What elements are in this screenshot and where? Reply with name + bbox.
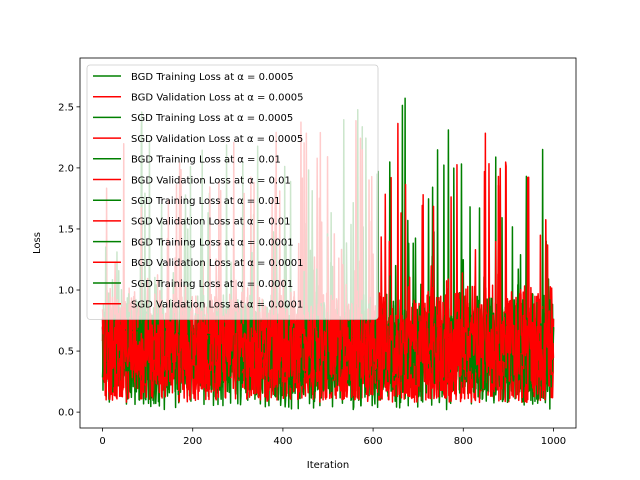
x-axis: 0 200 400 600 800 1000 xyxy=(99,428,566,447)
y-axis: 0.0 0.5 1.0 1.5 2.0 2.5 xyxy=(58,102,80,419)
legend-label: BGD Training Loss at α = 0.0005 xyxy=(131,72,294,83)
x-tick-label: 400 xyxy=(273,436,292,447)
y-tick-label: 0.5 xyxy=(58,347,74,358)
legend-label: BGD Validation Loss at α = 0.0001 xyxy=(131,258,304,269)
legend-label: BGD Validation Loss at α = 0.01 xyxy=(131,175,291,186)
x-tick-label: 600 xyxy=(364,436,383,447)
x-tick-label: 800 xyxy=(454,436,473,447)
y-tick-label: 2.5 xyxy=(58,102,74,113)
x-tick-label: 0 xyxy=(99,436,105,447)
y-tick-label: 2.0 xyxy=(58,163,74,174)
y-axis-label: Loss xyxy=(32,232,43,254)
legend-label: SGD Training Loss at α = 0.0005 xyxy=(131,113,293,124)
legend-label: SGD Training Loss at α = 0.0001 xyxy=(131,279,293,290)
legend-label: SGD Validation Loss at α = 0.0001 xyxy=(131,300,303,311)
y-tick-label: 1.5 xyxy=(58,224,74,235)
legend-label: SGD Training Loss at α = 0.01 xyxy=(131,196,281,207)
plot-frame xyxy=(79,57,577,429)
legend-label: SGD Validation Loss at α = 0.0005 xyxy=(131,134,303,145)
y-tick-label: 0.0 xyxy=(58,408,74,419)
legend-label: BGD Validation Loss at α = 0.0005 xyxy=(131,93,304,104)
legend-label: BGD Training Loss at α = 0.0001 xyxy=(131,237,294,248)
x-tick-label: 1000 xyxy=(541,436,566,447)
y-tick-label: 1.0 xyxy=(58,286,74,297)
legend-label: BGD Training Loss at α = 0.01 xyxy=(131,155,281,166)
x-axis-label: Iteration xyxy=(307,460,349,471)
legend: BGD Training Loss at α = 0.0005 BGD Valid… xyxy=(86,64,379,320)
x-tick-label: 200 xyxy=(183,436,202,447)
legend-box xyxy=(86,64,379,320)
series-layer xyxy=(101,97,555,411)
legend-label: SGD Validation Loss at α = 0.01 xyxy=(131,217,290,228)
